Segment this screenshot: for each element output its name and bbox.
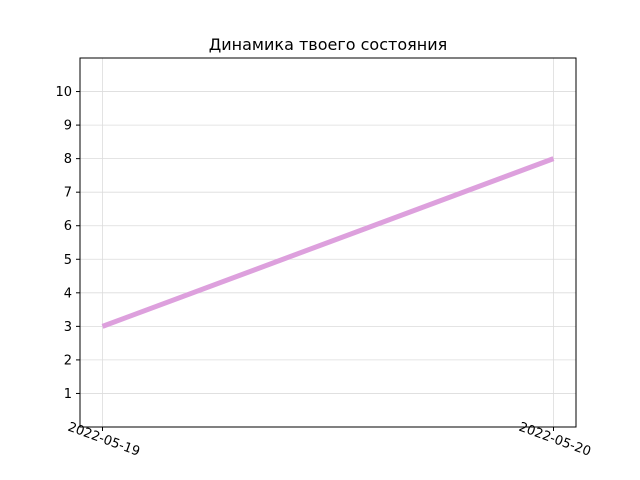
- x-tick-label: 2022-05-19: [66, 420, 142, 460]
- y-tick-label: 8: [64, 152, 72, 167]
- y-tick-label: 10: [55, 85, 72, 100]
- y-tick-label: 6: [64, 219, 72, 234]
- plot-frame: [79, 57, 577, 428]
- y-tick-label: 4: [64, 286, 72, 301]
- y-tick-label: 3: [64, 320, 72, 335]
- grid: [80, 58, 576, 427]
- y-tick-label: 7: [64, 186, 72, 201]
- x-tick-label: 2022-05-20: [517, 420, 593, 460]
- series-line: [101, 156, 555, 329]
- series-layer: [101, 156, 555, 329]
- axes: 1 2 3 4 5 6 7 8 9 10 2022-05-19 2022-05-20: [55, 85, 592, 460]
- y-tick-label: 2: [64, 353, 72, 368]
- chart-title: Динамика твоего состояния: [209, 35, 447, 54]
- y-tick-label: 5: [64, 253, 72, 268]
- y-tick-label: 9: [64, 119, 72, 134]
- y-tick-label: 1: [64, 387, 72, 402]
